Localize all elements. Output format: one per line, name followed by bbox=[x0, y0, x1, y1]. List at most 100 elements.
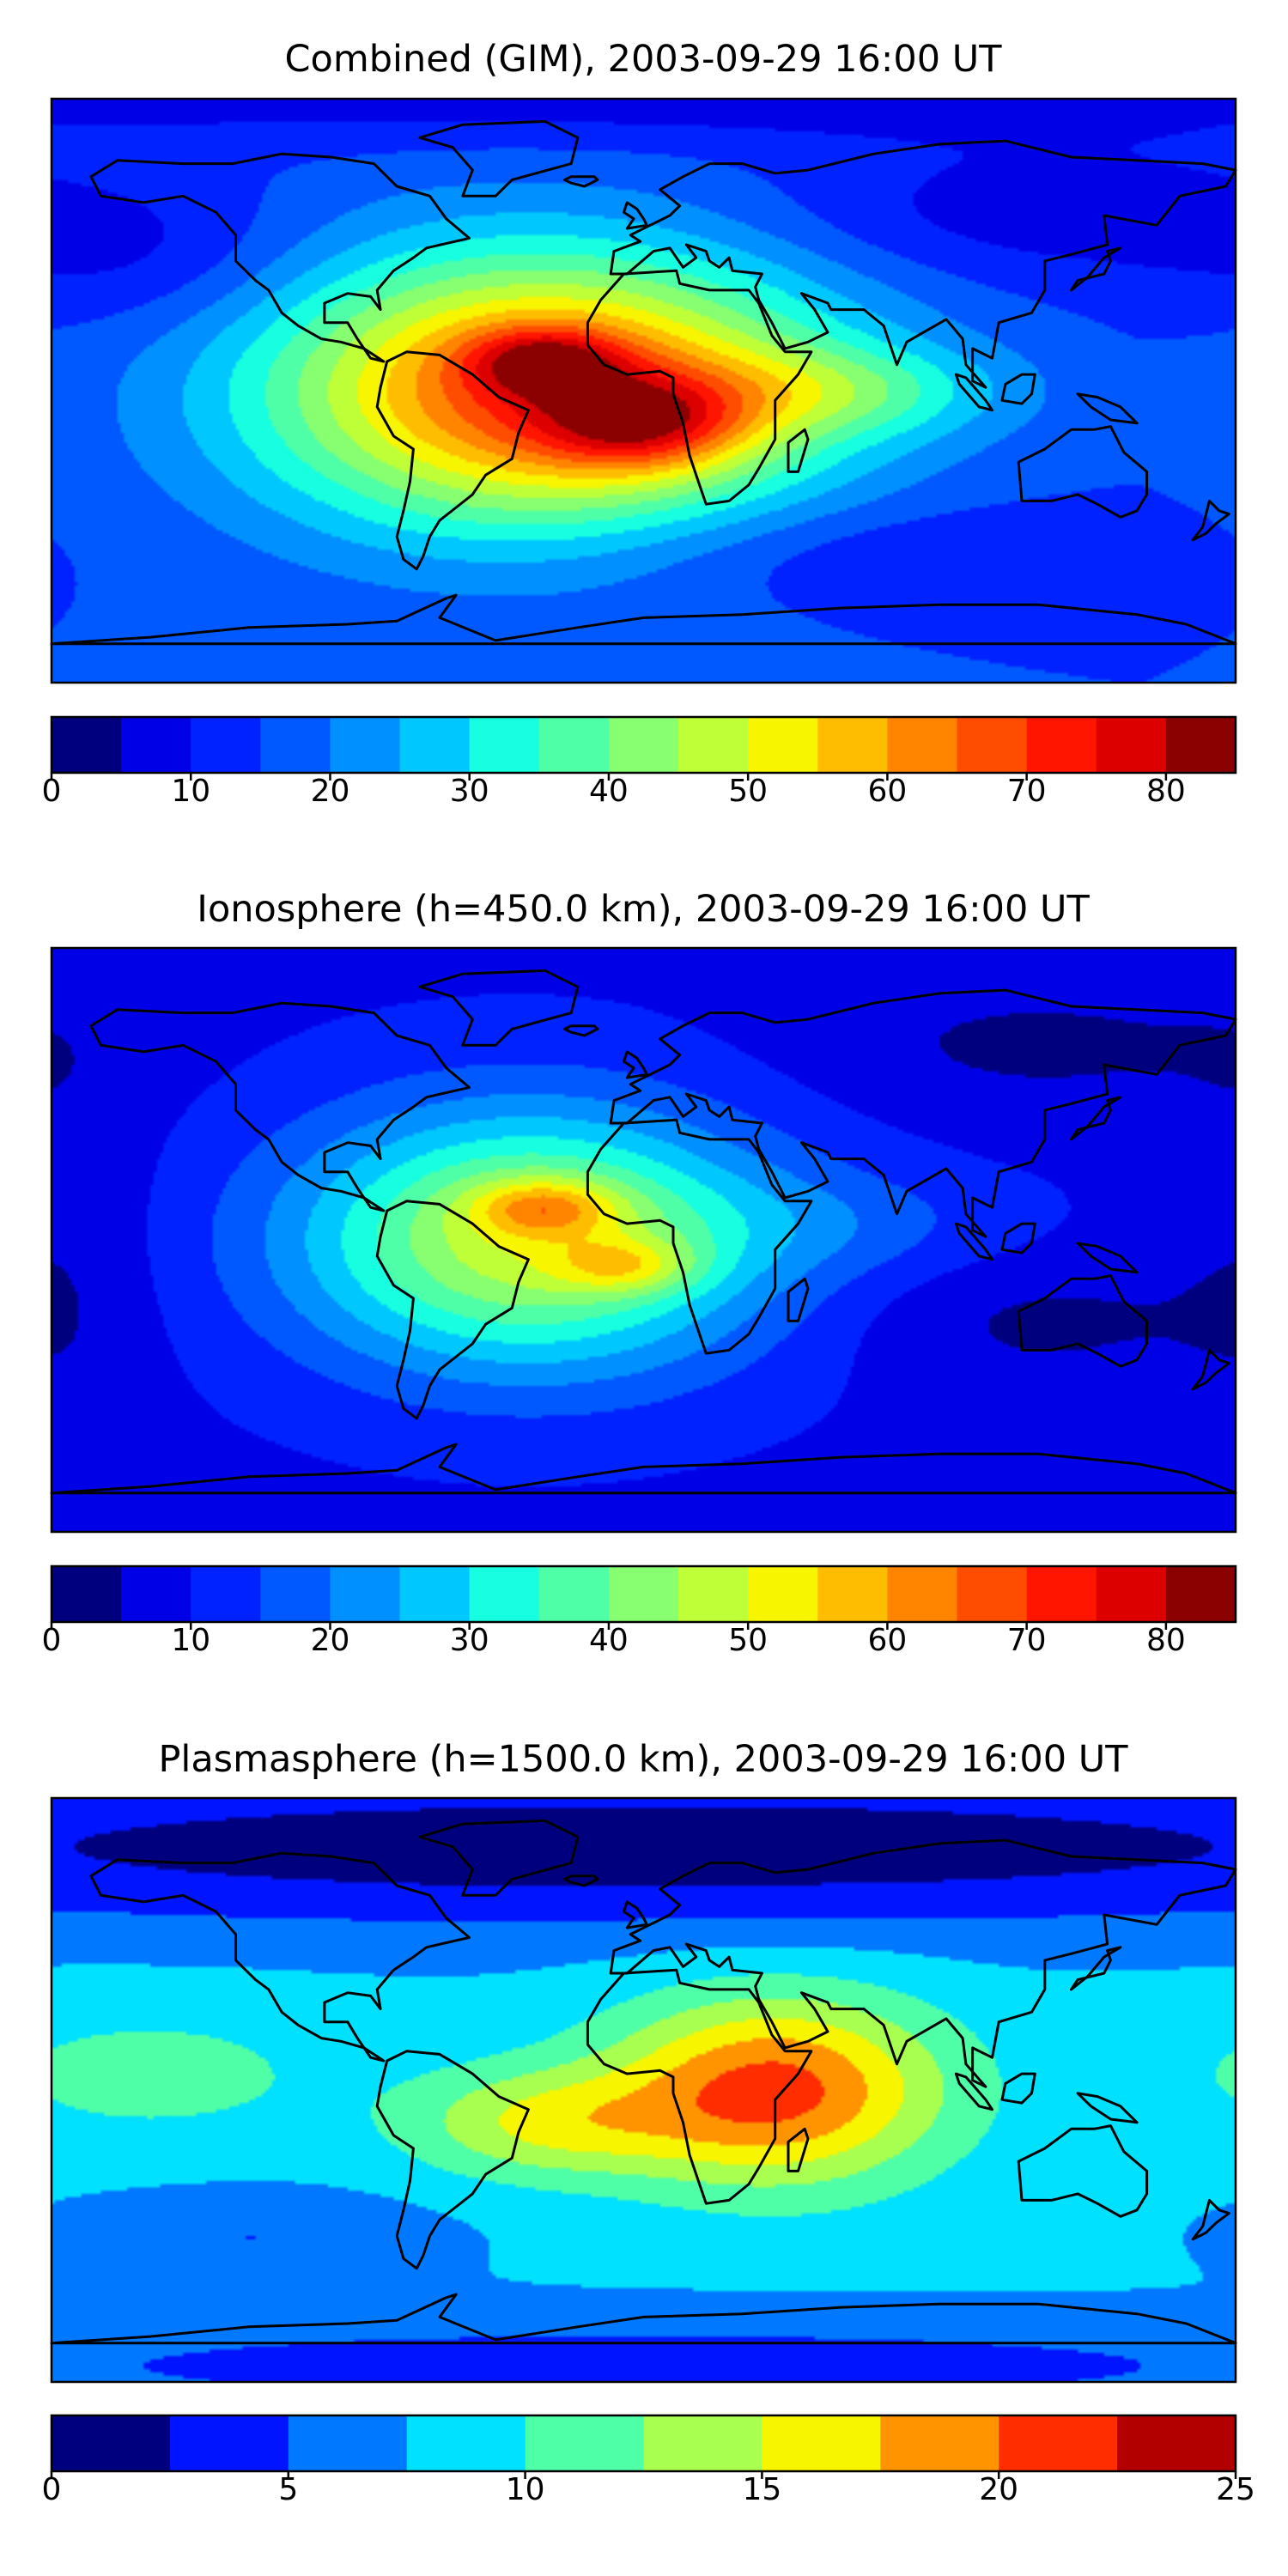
contour-field bbox=[52, 948, 1236, 1532]
colorbar-swatch bbox=[260, 717, 331, 773]
colorbar-swatch bbox=[999, 2415, 1118, 2471]
coastline-madagascar bbox=[787, 2127, 810, 2172]
coastline-borneo bbox=[1000, 1222, 1036, 1255]
coastline-japan bbox=[1070, 246, 1122, 292]
coastline-great-britain bbox=[623, 1050, 648, 1079]
colorbar-swatch bbox=[191, 717, 261, 773]
colorbar-swatch bbox=[1165, 1566, 1236, 1622]
colorbar-swatch bbox=[121, 717, 191, 773]
title-plasmasphere: Plasmasphere (h=1500.0 km), 2003-09-29 1… bbox=[158, 1738, 1128, 1781]
colorbar-swatch bbox=[1165, 717, 1236, 773]
map-frame bbox=[50, 97, 1237, 684]
coastline-japan bbox=[1070, 1946, 1122, 1991]
colorbar-tick-label: 50 bbox=[728, 1623, 768, 1658]
colorbar-swatch bbox=[330, 1566, 401, 1622]
coastline-sumatra bbox=[954, 1222, 993, 1261]
panel-ionosphere: Ionosphere (h=450.0 km), 2003-09-29 16:0… bbox=[42, 888, 1237, 1658]
colorbar-tick-label: 0 bbox=[42, 1623, 62, 1658]
colorbar-tick-label: 50 bbox=[728, 774, 768, 809]
coastline-south-america bbox=[375, 1200, 530, 1420]
colorbar-swatch bbox=[817, 1566, 889, 1622]
map-ionosphere bbox=[50, 946, 1237, 1534]
colorbar-swatch bbox=[608, 717, 679, 773]
coastline-africa bbox=[586, 1968, 813, 2205]
colorbar-swatch bbox=[887, 1566, 958, 1622]
colorbar-swatch bbox=[525, 2415, 645, 2471]
map-combined bbox=[50, 97, 1237, 684]
coastline-madagascar bbox=[787, 428, 810, 473]
colorbar-swatch bbox=[52, 2415, 171, 2471]
colorbar-swatch bbox=[957, 1566, 1028, 1622]
colorbar-swatch bbox=[748, 1566, 818, 1622]
colorbar-swatch bbox=[52, 717, 122, 773]
title-combined: Combined (GIM), 2003-09-29 16:00 UT bbox=[284, 38, 1002, 81]
colorbar-swatch bbox=[399, 1566, 471, 1622]
coastline-antarctica bbox=[50, 2293, 1237, 2345]
colorbar-tick-label: 25 bbox=[1216, 2472, 1255, 2507]
coastline-sumatra bbox=[954, 373, 993, 412]
coastline-antarctica bbox=[50, 1443, 1237, 1495]
coastline-greenland bbox=[418, 119, 580, 197]
coastline-iceland bbox=[563, 175, 599, 188]
colorbar-tick-label: 15 bbox=[742, 2472, 781, 2507]
colorbar-swatch bbox=[469, 717, 540, 773]
coastline-iceland bbox=[563, 1024, 599, 1037]
coastline-south-america bbox=[375, 350, 530, 571]
coastline-greenland bbox=[418, 1819, 580, 1897]
colorbar-swatch bbox=[406, 2415, 526, 2471]
coastline-south-america bbox=[375, 2050, 530, 2270]
coastline-madagascar bbox=[787, 1277, 810, 1322]
colorbar-tick-label: 30 bbox=[450, 774, 489, 809]
coastline-sumatra bbox=[954, 2072, 993, 2111]
colorbar-tick-label: 40 bbox=[589, 1623, 629, 1658]
coastline-new-zealand bbox=[1191, 2198, 1230, 2241]
colorbar-frame bbox=[50, 2414, 1237, 2473]
colorbar-tick-label: 20 bbox=[979, 2472, 1018, 2507]
colorbar-frame bbox=[50, 715, 1237, 775]
coastline-australia bbox=[1017, 2124, 1149, 2218]
coastline-australia bbox=[1017, 425, 1149, 519]
colorbar-plasmasphere: 0 5 10 15 20 25 bbox=[42, 2414, 1255, 2507]
coastline-north-america bbox=[89, 152, 471, 363]
colorbar-swatch bbox=[191, 1566, 261, 1622]
colorbar-swatch bbox=[260, 1566, 331, 1622]
coastline-japan bbox=[1070, 1096, 1122, 1141]
colorbar-tick-label: 0 bbox=[42, 774, 62, 809]
colorbar-tick-label: 20 bbox=[311, 1623, 350, 1658]
colorbar-swatch bbox=[1117, 2415, 1236, 2471]
colorbar-swatch bbox=[121, 1566, 191, 1622]
colorbar-swatch bbox=[762, 2415, 881, 2471]
coastline-africa bbox=[586, 269, 813, 506]
coastline-borneo bbox=[1000, 2072, 1036, 2105]
colorbar-tick-label: 60 bbox=[868, 1623, 908, 1658]
coastline-eurasia bbox=[609, 988, 1237, 1238]
colorbar-tick-label: 30 bbox=[450, 1623, 489, 1658]
colorbar-swatch bbox=[52, 1566, 122, 1622]
colorbar-swatch bbox=[678, 1566, 749, 1622]
colorbar-swatch bbox=[399, 717, 471, 773]
colorbar-swatch bbox=[887, 717, 958, 773]
colorbar-swatch bbox=[1096, 1566, 1167, 1622]
colorbar-swatch bbox=[288, 2415, 408, 2471]
colorbar-swatch bbox=[957, 717, 1028, 773]
map-frame bbox=[50, 1796, 1237, 2384]
map-plasmasphere bbox=[50, 1796, 1237, 2384]
coastline-new-guinea bbox=[1076, 392, 1139, 425]
title-ionosphere: Ionosphere (h=450.0 km), 2003-09-29 16:0… bbox=[197, 888, 1090, 931]
colorbar-swatch bbox=[1026, 717, 1097, 773]
colorbar-tick-label: 70 bbox=[1007, 1623, 1047, 1658]
colorbar-swatch bbox=[169, 2415, 289, 2471]
colorbar-tick-label: 5 bbox=[278, 2472, 298, 2507]
colorbar-swatch bbox=[880, 2415, 999, 2471]
coastline-new-guinea bbox=[1076, 1242, 1139, 1274]
colorbar-frame bbox=[50, 1564, 1237, 1624]
colorbar-combined: 0 10 20 30 40 50 60 70 80 bbox=[42, 715, 1237, 809]
colorbar-swatch bbox=[817, 717, 889, 773]
colorbar-tick-label: 40 bbox=[589, 774, 629, 809]
colorbar-ionosphere: 0 10 20 30 40 50 60 70 80 bbox=[42, 1564, 1237, 1658]
coastline-new-guinea bbox=[1076, 2092, 1139, 2124]
colorbar-swatch bbox=[1096, 717, 1167, 773]
coastline-north-america bbox=[89, 1851, 471, 2063]
coastline-new-zealand bbox=[1191, 1348, 1230, 1391]
